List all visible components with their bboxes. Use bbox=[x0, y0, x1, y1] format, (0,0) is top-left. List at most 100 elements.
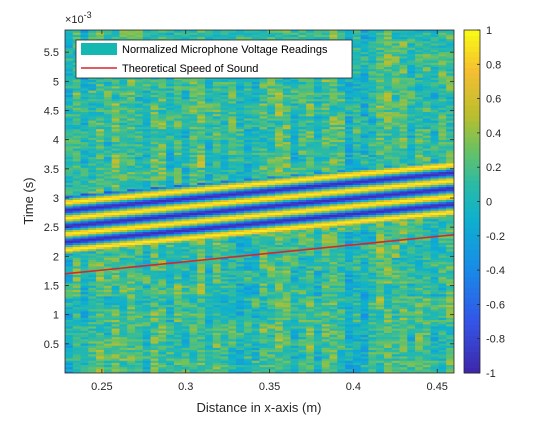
heatmap-cell bbox=[197, 105, 206, 108]
heatmap-cell bbox=[220, 214, 229, 218]
heatmap-cell bbox=[220, 98, 229, 102]
heatmap-cell bbox=[267, 182, 276, 185]
heatmap-cell bbox=[72, 317, 82, 320]
heatmap-cell bbox=[189, 113, 198, 117]
heatmap-cell bbox=[220, 207, 229, 211]
heatmap-cell bbox=[65, 137, 74, 140]
heatmap-cell bbox=[228, 257, 237, 260]
heatmap-cell bbox=[127, 105, 136, 108]
heatmap-cell bbox=[251, 345, 261, 348]
heatmap-cell bbox=[197, 182, 206, 185]
heatmap-cell bbox=[88, 192, 97, 196]
heatmap-cell bbox=[158, 347, 167, 351]
heatmap-cell bbox=[197, 229, 206, 233]
heatmap-cell bbox=[65, 293, 74, 297]
heatmap-cell bbox=[282, 340, 292, 344]
heatmap-cell bbox=[111, 355, 121, 359]
heatmap-cell bbox=[236, 132, 245, 136]
heatmap-cell bbox=[111, 327, 121, 331]
heatmap-cell bbox=[181, 36, 191, 40]
heatmap-cell bbox=[181, 231, 191, 235]
heatmap-cell bbox=[111, 285, 121, 288]
heatmap-cell bbox=[119, 227, 128, 230]
heatmap-cell bbox=[72, 173, 82, 177]
heatmap-cell bbox=[65, 278, 74, 282]
heatmap-cell bbox=[259, 171, 268, 175]
heatmap-cell bbox=[96, 212, 105, 215]
heatmap-cell bbox=[251, 308, 261, 312]
heatmap-cell bbox=[166, 113, 175, 117]
heatmap-cell bbox=[127, 143, 136, 147]
heatmap-cell bbox=[290, 304, 299, 308]
heatmap-cell bbox=[267, 237, 276, 241]
heatmap-cell bbox=[65, 62, 74, 65]
heatmap-cell bbox=[228, 177, 237, 181]
heatmap-cell bbox=[228, 186, 237, 190]
heatmap-cell bbox=[189, 195, 198, 198]
heatmap-cell bbox=[181, 113, 191, 117]
heatmap-cell bbox=[275, 87, 284, 91]
heatmap-cell bbox=[181, 261, 191, 265]
heatmap-cell bbox=[251, 347, 261, 351]
heatmap-cell bbox=[103, 330, 113, 333]
heatmap-cell bbox=[228, 117, 237, 121]
heatmap-cell bbox=[150, 332, 159, 336]
heatmap-cell bbox=[259, 222, 268, 226]
heatmap-cell bbox=[220, 235, 229, 239]
heatmap-cell bbox=[212, 130, 222, 134]
heatmap-cell bbox=[267, 132, 276, 136]
heatmap-cell bbox=[212, 190, 222, 194]
heatmap-cell bbox=[282, 257, 292, 260]
heatmap-cell bbox=[290, 207, 299, 211]
heatmap-cell bbox=[135, 81, 144, 85]
heatmap-cell bbox=[181, 83, 191, 87]
heatmap-cell bbox=[220, 126, 229, 130]
heatmap-cell bbox=[65, 210, 74, 213]
heatmap-cell bbox=[96, 357, 105, 361]
heatmap-cell bbox=[259, 244, 268, 248]
heatmap-cell bbox=[150, 107, 159, 110]
heatmap-cell bbox=[65, 75, 74, 78]
heatmap-cell bbox=[158, 90, 167, 93]
heatmap-cell bbox=[88, 81, 97, 85]
heatmap-cell bbox=[236, 85, 245, 89]
heatmap-cell bbox=[259, 240, 268, 243]
heatmap-cell bbox=[135, 229, 144, 233]
heatmap-cell bbox=[228, 105, 237, 108]
heatmap-cell bbox=[220, 257, 229, 260]
heatmap-cell bbox=[80, 169, 89, 173]
heatmap-cell bbox=[220, 165, 229, 168]
heatmap-cell bbox=[119, 180, 128, 183]
heatmap-cell bbox=[282, 366, 292, 370]
heatmap-cell bbox=[158, 227, 167, 230]
heatmap-cell bbox=[111, 220, 121, 224]
heatmap-cell bbox=[96, 347, 105, 351]
heatmap-cell bbox=[205, 135, 214, 138]
heatmap-cell bbox=[158, 145, 167, 149]
heatmap-cell bbox=[197, 83, 206, 87]
heatmap-cell bbox=[96, 370, 105, 373]
heatmap-cell bbox=[127, 102, 136, 106]
heatmap-cell bbox=[127, 201, 136, 205]
heatmap-cell bbox=[267, 229, 276, 233]
heatmap-cell bbox=[212, 300, 222, 303]
heatmap-cell bbox=[65, 340, 74, 344]
heatmap-cell bbox=[158, 274, 167, 278]
heatmap-cell bbox=[173, 233, 183, 237]
heatmap-cell bbox=[72, 315, 82, 318]
heatmap-cell bbox=[236, 160, 245, 164]
heatmap-cell bbox=[142, 81, 152, 85]
heatmap-cell bbox=[220, 192, 229, 196]
heatmap-cell bbox=[259, 216, 268, 220]
heatmap-cell bbox=[251, 342, 261, 346]
heatmap-cell bbox=[181, 255, 191, 258]
heatmap-cell bbox=[96, 291, 105, 295]
heatmap-cell bbox=[65, 355, 74, 359]
heatmap-cell bbox=[251, 182, 261, 185]
heatmap-cell bbox=[88, 113, 97, 117]
heatmap-cell bbox=[135, 364, 144, 368]
heatmap-cell bbox=[205, 113, 214, 117]
heatmap-cell bbox=[251, 199, 261, 203]
heatmap-cell bbox=[220, 132, 229, 136]
heatmap-cell bbox=[158, 293, 167, 297]
